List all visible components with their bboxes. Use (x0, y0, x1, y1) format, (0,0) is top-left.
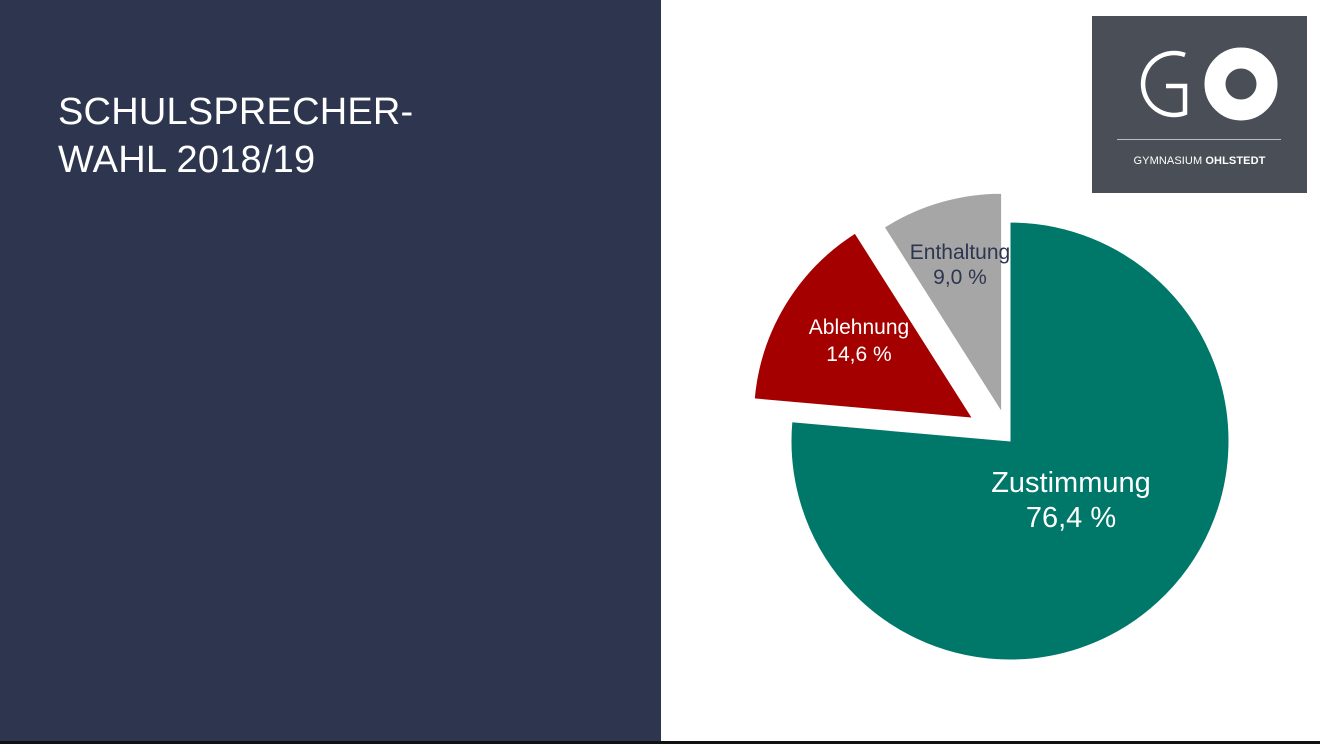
pie-slice-ablehnung (753, 232, 974, 419)
go-logo-mark (1140, 47, 1278, 121)
slide-title: SCHULSPRECHER- WAHL 2018/19 (58, 88, 413, 184)
slice-label-name: Zustimmung (991, 467, 1151, 499)
slice-label-zustimmung: Zustimmung 76,4 % (991, 467, 1151, 534)
logo-school-prefix: GYMNASIUM (1133, 155, 1203, 167)
school-logo: GYMNASIUM OHLSTEDT (1092, 16, 1307, 193)
slice-label-name: Enthaltung (910, 241, 1010, 264)
slice-label-value: 9,0 % (933, 266, 987, 289)
slide-title-line-1: SCHULSPRECHER- (58, 91, 414, 133)
logo-school-name: GYMNASIUM OHLSTEDT (1092, 155, 1307, 167)
title-panel: SCHULSPRECHER- WAHL 2018/19 (0, 0, 661, 744)
pie-slice-zustimmung (790, 221, 1230, 661)
slice-label-name: Ablehnung (809, 316, 909, 339)
slice-label-ablehnung: Ablehnung 14,6 % (809, 316, 909, 366)
logo-divider (1117, 139, 1281, 140)
pie-slice-enthaltung (883, 192, 1003, 414)
pie-chart: Zustimmung 76,4 % Ablehnung 14,6 % Enthaltun… (753, 192, 1230, 661)
logo-school-name-bold: OHLSTEDT (1205, 155, 1266, 167)
slice-label-value: 76,4 % (1026, 502, 1116, 534)
bottom-border (0, 741, 1320, 744)
slide-title-line-2: WAHL 2018/19 (58, 139, 316, 181)
slice-label-value: 14,6 % (826, 343, 891, 366)
slice-label-enthaltung: Enthaltung 9,0 % (910, 241, 1010, 289)
